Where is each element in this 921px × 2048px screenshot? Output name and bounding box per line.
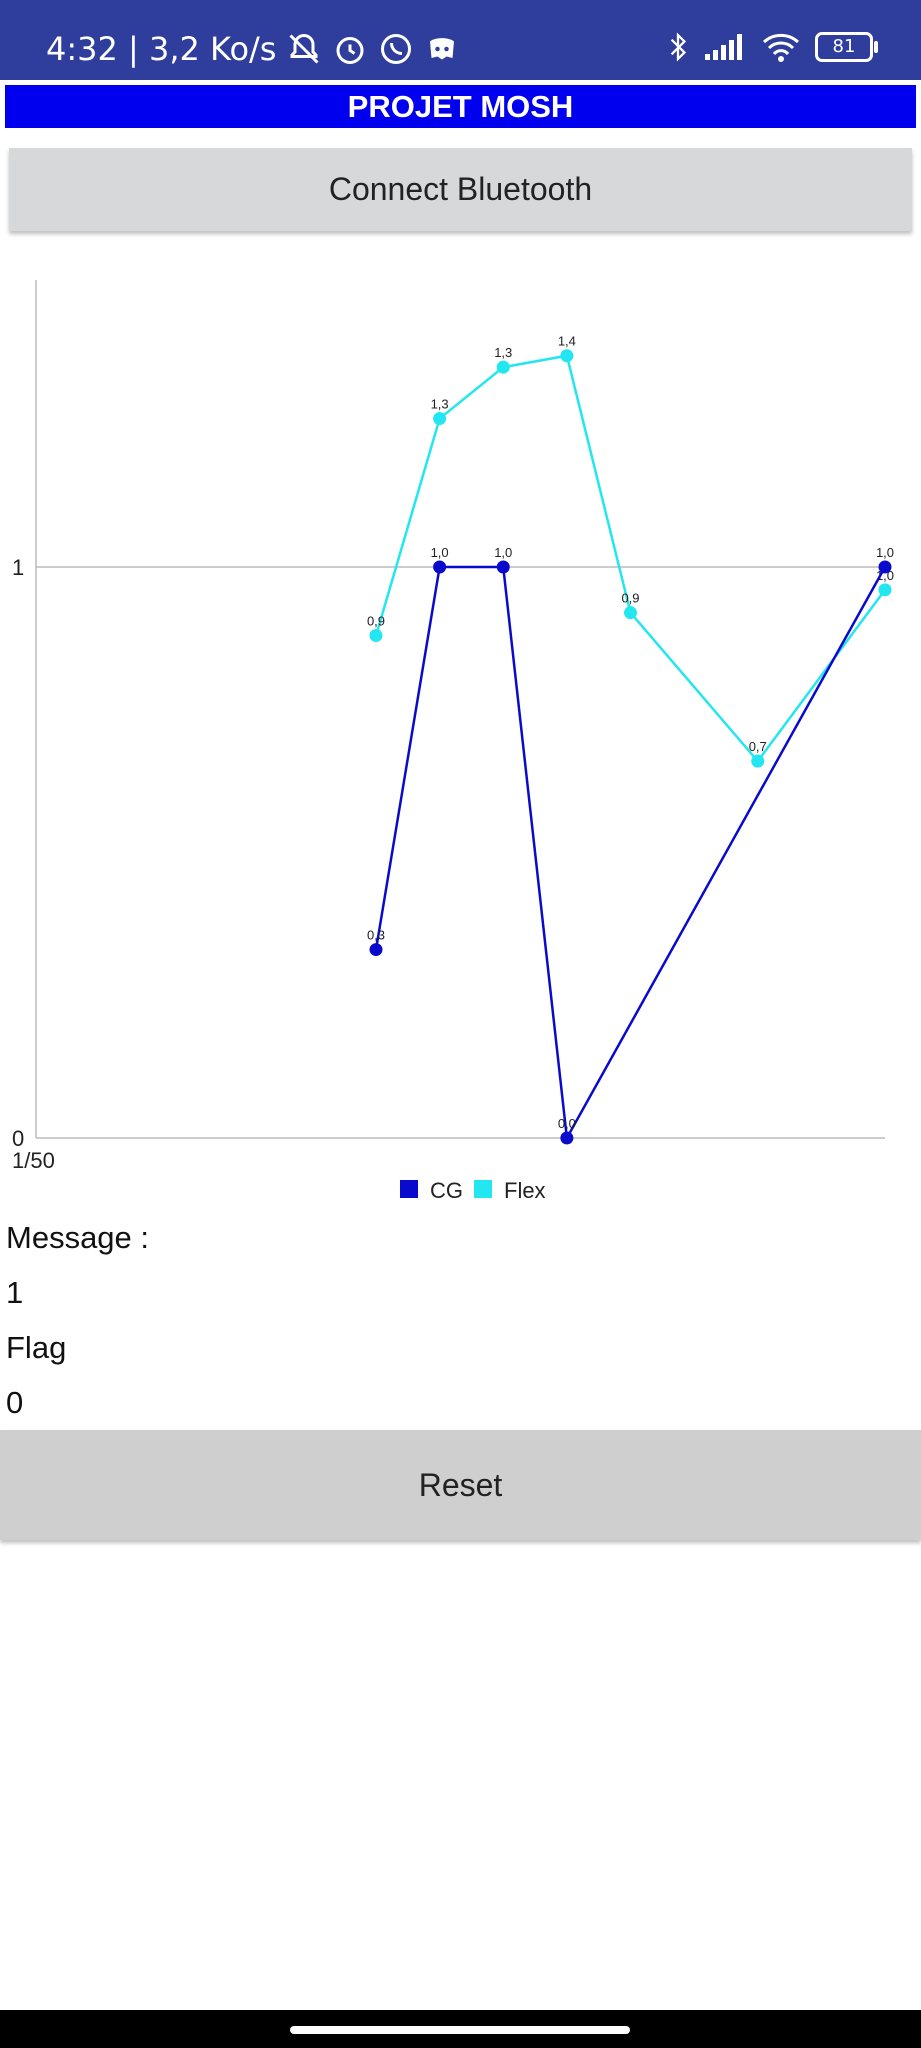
data-point-cg xyxy=(496,560,510,574)
signal-icon xyxy=(705,34,742,60)
data-point-flex xyxy=(369,629,383,643)
data-label-cg: 1,0 xyxy=(494,545,512,560)
series-line-flex xyxy=(374,354,887,764)
message-value: 1 xyxy=(6,1275,24,1310)
data-point-flex xyxy=(624,606,637,620)
legend-swatch-cg xyxy=(400,1180,418,1198)
data-label-flex: 1,4 xyxy=(558,334,576,349)
data-point-flex xyxy=(496,360,510,374)
data-point-flex xyxy=(433,412,447,426)
data-point-cg xyxy=(433,560,447,574)
wifi-icon xyxy=(762,33,800,62)
data-point-flex xyxy=(751,754,765,768)
reset-button[interactable]: Reset xyxy=(0,1430,921,1540)
bell-off-icon xyxy=(289,33,320,64)
message-label: Message : xyxy=(6,1220,150,1255)
y-tick-label: 0 xyxy=(12,1126,24,1151)
chart-svg: 011/500,91,31,31,40,90,71,00,31,0 1,00,01… xyxy=(12,280,894,1203)
data-label-flex: 1,3 xyxy=(494,345,512,360)
data-label-cg: 0,3 xyxy=(367,928,385,943)
data-label-cg: 1,0 xyxy=(876,545,894,560)
data-point-flex xyxy=(560,349,574,363)
data-point-flex xyxy=(878,583,892,597)
series-line-cg xyxy=(374,565,887,1143)
discord-icon xyxy=(430,38,455,60)
connect-bluetooth-button[interactable]: Connect Bluetooth xyxy=(9,148,912,231)
data-label-flex: 0,7 xyxy=(749,739,767,754)
status-time-info: 4:32 | 3,2 Ko/s xyxy=(46,30,277,68)
data-point-cg xyxy=(369,943,383,957)
data-label-flex: 0,9 xyxy=(621,591,639,606)
legend-label-cg: CG xyxy=(430,1178,463,1203)
data-label-flex: 0,9 xyxy=(367,614,385,629)
y-tick-label: 1 xyxy=(12,555,24,580)
data-label-cg: 0,0 xyxy=(558,1116,576,1131)
data-point-cg xyxy=(560,1131,574,1145)
app-title-bar: PROJET MOSH xyxy=(5,85,916,128)
data-label-flex: 1,3 xyxy=(431,397,449,412)
flag-value: 0 xyxy=(6,1385,24,1420)
status-right: 81 xyxy=(667,30,878,64)
status-bar: 4:32 | 3,2 Ko/s 81 xyxy=(0,0,921,80)
bluetooth-icon xyxy=(670,32,687,62)
flag-label: Flag xyxy=(6,1330,67,1365)
battery-icon: 81 xyxy=(815,32,878,62)
data-point-cg xyxy=(878,560,892,574)
line-chart: 0 1 1/50 0,9 1,3 1,3 1,4 0,9 0,7 1,0 0,3 1,0 1,0 0,0 1… xyxy=(0,270,921,1210)
whatsapp-icon xyxy=(381,34,412,64)
legend-swatch-flex xyxy=(474,1180,492,1198)
x-tick-label: 1/50 xyxy=(12,1148,55,1173)
legend-label-flex: Flex xyxy=(504,1178,546,1203)
data-label-cg: 1,0 xyxy=(431,545,449,560)
status-left: 4:32 | 3,2 Ko/s xyxy=(46,30,460,68)
alarm-icon xyxy=(336,37,364,64)
home-indicator[interactable] xyxy=(290,2026,630,2034)
app-title: PROJET MOSH xyxy=(347,88,574,124)
battery-level: 81 xyxy=(832,36,856,57)
